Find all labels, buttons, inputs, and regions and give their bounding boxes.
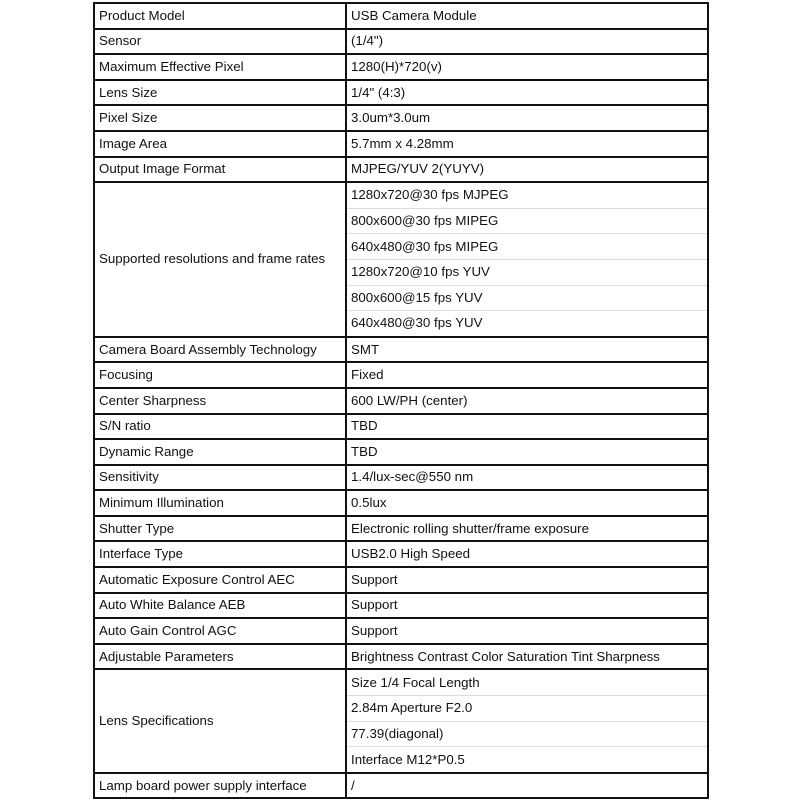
spec-value: (1/4") xyxy=(345,27,709,56)
spec-row: Image Area 5.7mm x 4.28mm xyxy=(93,129,709,158)
spec-label: Focusing xyxy=(93,361,347,389)
spec-value: 800x600@30 fps MIPEG xyxy=(345,207,709,235)
spec-value: MJPEG/YUV 2(YUYV) xyxy=(345,155,709,184)
spec-label: Auto Gain Control AGC xyxy=(93,617,347,645)
spec-label: S/N ratio xyxy=(93,412,347,441)
spec-row: Focusing Fixed xyxy=(93,361,709,389)
spec-value: 1280(H)*720(v) xyxy=(345,53,709,81)
spec-value: 3.0um*3.0um xyxy=(345,104,709,132)
spec-label: Minimum Illumination xyxy=(93,489,347,517)
spec-table: Product Model USB Camera Module Sensor (1/4… xyxy=(93,2,709,800)
spec-value: 5.7mm x 4.28mm xyxy=(345,129,709,158)
spec-row: Sensor (1/4") xyxy=(93,27,709,56)
spec-value: Size 1/4 Focal Length xyxy=(345,668,709,697)
spec-value: 1280x720@10 fps YUV xyxy=(345,258,709,286)
spec-label: Output Image Format xyxy=(93,155,347,184)
spec-value: Fixed xyxy=(345,361,709,389)
spec-row: Output Image Format MJPEG/YUV 2(YUYV) xyxy=(93,155,709,184)
spec-value: 2.84m Aperture F2.0 xyxy=(345,695,709,722)
spec-label: Auto White Balance AEB xyxy=(93,591,347,620)
spec-value: 800x600@15 fps YUV xyxy=(345,284,709,312)
spec-row: Automatic Exposure Control AEC Support xyxy=(93,566,709,594)
spec-value: Support xyxy=(345,591,709,620)
spec-row: Auto Gain Control AGC Support xyxy=(93,617,709,645)
spec-label: Sensor xyxy=(93,27,347,56)
spec-row: S/N ratio TBD xyxy=(93,412,709,441)
spec-value: 1.4/lux-sec@550 nm xyxy=(345,463,709,492)
spec-value: USB2.0 High Speed xyxy=(345,540,709,569)
spec-value: 0.5lux xyxy=(345,489,709,517)
spec-value: / xyxy=(345,771,709,800)
spec-row: Lens Size 1/4" (4:3) xyxy=(93,78,709,107)
spec-value: Interface M12*P0.5 xyxy=(345,746,709,774)
spec-row: Camera Board Assembly Technology SMT xyxy=(93,335,709,364)
spec-value: USB Camera Module xyxy=(345,2,709,30)
spec-value: 1/4" (4:3) xyxy=(345,78,709,107)
spec-row: Interface Type USB2.0 High Speed xyxy=(93,540,709,569)
spec-row: Shutter Type Electronic rolling shutter/f… xyxy=(93,514,709,543)
spec-value: Support xyxy=(345,566,709,594)
spec-value: Electronic rolling shutter/frame exposur… xyxy=(345,514,709,543)
spec-value: 640x480@30 fps MIPEG xyxy=(345,233,709,260)
spec-row: 77.39(diagonal) xyxy=(94,720,709,748)
spec-row: Dynamic Range TBD xyxy=(93,438,709,466)
spec-row: Maximum Effective Pixel 1280(H)*720(v) xyxy=(93,53,709,81)
spec-label: Lens Specifications xyxy=(93,668,347,774)
spec-value: SMT xyxy=(345,335,709,364)
spec-row: 640x480@30 fps YUV xyxy=(94,310,709,338)
spec-row: 800x600@15 fps YUV xyxy=(94,284,709,312)
spec-label: Camera Board Assembly Technology xyxy=(93,335,347,364)
spec-value: TBD xyxy=(345,412,709,441)
spec-row: Lens Specifications Size 1/4 Focal Length xyxy=(93,668,709,774)
spec-label: Dynamic Range xyxy=(93,438,347,466)
spec-table-body: Product Model USB Camera Module Sensor (1/4… xyxy=(93,2,709,800)
spec-value: 640x480@30 fps YUV xyxy=(345,310,709,338)
spec-label: Maximum Effective Pixel xyxy=(93,53,347,81)
spec-label: Center Sharpness xyxy=(93,386,347,415)
spec-label: Lens Size xyxy=(93,78,347,107)
spec-label: Interface Type xyxy=(93,540,347,569)
spec-label: Adjustable Parameters xyxy=(93,642,347,671)
spec-label: Supported resolutions and frame rates xyxy=(93,181,347,338)
spec-row: Lamp board power supply interface / xyxy=(93,771,709,800)
spec-row: Adjustable Parameters Brightness Contrast… xyxy=(93,642,709,671)
spec-value: 1280x720@30 fps MJPEG xyxy=(345,181,709,209)
spec-row: Auto White Balance AEB Support xyxy=(93,591,709,620)
spec-row: Pixel Size 3.0um*3.0um xyxy=(93,104,709,132)
spec-row: Center Sharpness 600 LW/PH (center) xyxy=(93,386,709,415)
spec-label: Pixel Size xyxy=(93,104,347,132)
spec-label: Sensitivity xyxy=(93,463,347,492)
spec-value: TBD xyxy=(345,438,709,466)
spec-label: Lamp board power supply interface xyxy=(93,771,347,800)
spec-value: 77.39(diagonal) xyxy=(345,720,709,748)
spec-row: 640x480@30 fps MIPEG xyxy=(94,233,709,260)
spec-label: Automatic Exposure Control AEC xyxy=(93,566,347,594)
spec-row: Product Model USB Camera Module xyxy=(93,2,709,30)
spec-label: Shutter Type xyxy=(93,514,347,543)
spec-row: Supported resolutions and frame rates 128… xyxy=(93,181,709,338)
spec-label: Image Area xyxy=(93,129,347,158)
spec-row: 800x600@30 fps MIPEG xyxy=(94,207,709,235)
spec-row: Sensitivity 1.4/lux-sec@550 nm xyxy=(93,463,709,492)
spec-row: Minimum Illumination 0.5lux xyxy=(93,489,709,517)
spec-row: 2.84m Aperture F2.0 xyxy=(94,695,709,722)
spec-value: 600 LW/PH (center) xyxy=(345,386,709,415)
spec-value: Support xyxy=(345,617,709,645)
spec-label: Product Model xyxy=(93,2,347,30)
spec-value: Brightness Contrast Color Saturation Tin… xyxy=(345,642,709,671)
spec-row: Interface M12*P0.5 xyxy=(94,746,709,774)
